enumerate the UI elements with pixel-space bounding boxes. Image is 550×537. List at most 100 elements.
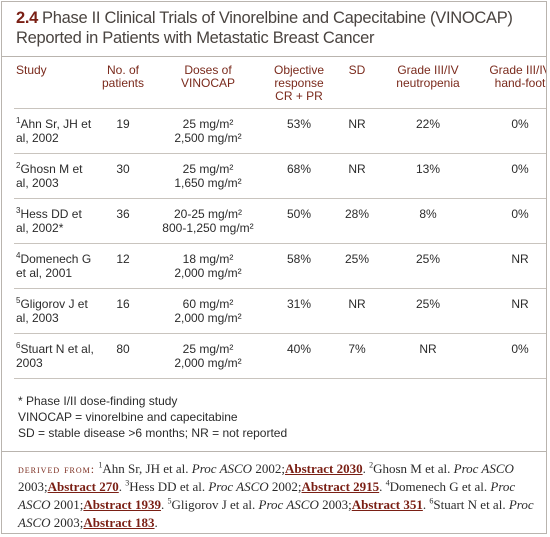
reference-year: 2002; [268, 479, 302, 494]
patients-cell: 30 [96, 153, 150, 199]
reference-number: 2 [369, 460, 374, 470]
sd-cell: 28% [332, 198, 382, 244]
footnote: * Phase I/II dose-finding study [18, 394, 178, 408]
reference-number: 4 [385, 478, 390, 488]
header-line: Grade III/IV [489, 63, 547, 77]
dose: 20-25 mg/m² [173, 207, 243, 221]
dose: 800-1,250 mg/m² [162, 221, 254, 235]
abstract-link[interactable]: Abstract 1939 [83, 497, 162, 512]
hand-foot-cell: 0% [474, 333, 546, 379]
response-cell: 50% [266, 198, 332, 244]
reference-year: 2003; [50, 515, 84, 530]
header-line: Grade III/IV [397, 63, 459, 77]
study-cell: 2Ghosn M et al, 2003 [14, 153, 96, 199]
reference-authors: Stuart N et al. [433, 497, 509, 512]
reference-end: . [362, 461, 370, 476]
reference-end: . [422, 497, 430, 512]
header-line: patients [101, 76, 145, 90]
neutropenia-cell: 22% [382, 108, 474, 154]
derived-from: Derived from: 1Ahn Sr, JH et al. Proc AS… [2, 451, 546, 532]
response-cell: 31% [266, 288, 332, 334]
dose: 2,000 mg/m² [174, 266, 242, 280]
sd-cell: 7% [332, 333, 382, 379]
abstract-link[interactable]: Abstract 183 [83, 515, 155, 530]
hand-foot-cell: 0% [474, 108, 546, 154]
study-cell: 6Stuart N et al, 2003 [14, 333, 96, 379]
dose: 2,000 mg/m² [174, 311, 242, 325]
header-line: response [274, 76, 324, 90]
table-title: Phase II Clinical Trials of Vinorelbine … [16, 9, 513, 47]
reference-end: . [161, 497, 168, 512]
patients-cell: 19 [96, 108, 150, 154]
column-header: Grade III/IV neutropenia [382, 61, 474, 109]
reference-authors: Ahn Sr, JH et al. [102, 461, 192, 476]
abstract-link[interactable]: Abstract 270 [47, 479, 119, 494]
study-name: Hess DD et al, 2002* [16, 207, 82, 235]
header-line: hand-foot [494, 76, 546, 90]
study-name: Ghosn M et al, 2003 [16, 162, 83, 190]
dose: 25 mg/m² [182, 342, 234, 356]
neutropenia-cell: 13% [382, 153, 474, 199]
sd-cell: NR [332, 153, 382, 199]
study-name: Ahn Sr, JH et al, 2002 [16, 117, 92, 145]
study-cell: 3Hess DD et al, 2002* [14, 198, 96, 244]
footnote: VINOCAP = vinorelbine and capecitabine [18, 410, 238, 424]
reference-number: 4 [16, 251, 21, 260]
doses-cell: 25 mg/m² 1,650 mg/m² [150, 153, 266, 199]
reference-journal: Proc ASCO [18, 497, 534, 530]
reference-number: 6 [16, 341, 21, 350]
patients-cell: 36 [96, 198, 150, 244]
neutropenia-cell: 8% [382, 198, 474, 244]
header-line: SD [348, 63, 366, 77]
hand-foot-cell: NR [474, 288, 546, 334]
header-line: Doses of [184, 63, 232, 77]
reference-number: 5 [16, 296, 21, 305]
doses-cell: 60 mg/m² 2,000 mg/m² [150, 288, 266, 334]
reference-year: 2002; [252, 461, 285, 476]
abstract-link[interactable]: Abstract 2915 [301, 479, 380, 494]
hand-foot-cell: NR [474, 243, 546, 289]
reference-authors: Ghosn M et al. [373, 461, 454, 476]
header-line: neutropenia [396, 76, 460, 90]
sd-cell: 25% [332, 243, 382, 289]
dose: 18 mg/m² [182, 252, 234, 266]
footnote: SD = stable disease >6 months; NR = not … [18, 426, 288, 440]
header: 2.4 Phase II Clinical Trials of Vinorelbi… [2, 2, 546, 57]
sd-cell: NR [332, 288, 382, 334]
dose: 1,650 mg/m² [174, 176, 242, 190]
reference-year: 2003; [318, 497, 352, 512]
sd-cell: NR [332, 108, 382, 154]
table-row: 6Stuart N et al, 2003 80 25 mg/m² 2,000 mg/… [14, 333, 546, 379]
dose: 2,000 mg/m² [174, 356, 242, 370]
column-header: Doses of VINOCAP [150, 61, 266, 109]
dose: 2,500 mg/m² [174, 131, 242, 145]
reference-journal: Proc ASCO [208, 479, 269, 494]
reference-number: 2 [16, 161, 21, 170]
neutropenia-cell: NR [382, 333, 474, 379]
reference-year: 2001; [50, 497, 84, 512]
reference-journal: Proc ASCO [18, 479, 516, 512]
study-name: Gligorov J et al, 2003 [16, 297, 88, 325]
dose: 25 mg/m² [182, 162, 234, 176]
reference-authors: Domenech G et al. [389, 479, 491, 494]
derived-label: Derived from: [18, 462, 96, 476]
table-row: 2Ghosn M et al, 2003 30 25 mg/m² 1,650 mg/m… [14, 153, 546, 199]
neutropenia-cell: 25% [382, 288, 474, 334]
doses-cell: 25 mg/m² 2,000 mg/m² [150, 333, 266, 379]
reference-number: 3 [16, 206, 21, 215]
abstract-link[interactable]: Abstract 351 [351, 497, 423, 512]
abstract-link[interactable]: Abstract 2030 [284, 461, 363, 476]
patients-cell: 80 [96, 333, 150, 379]
study-cell: 1Ahn Sr, JH et al, 2002 [14, 108, 96, 154]
response-cell: 68% [266, 153, 332, 199]
table-body: 1Ahn Sr, JH et al, 2002 19 25 mg/m² 2,500 m… [14, 108, 546, 379]
response-cell: 58% [266, 243, 332, 289]
footnotes: * Phase I/II dose-finding study VINOCAP =… [18, 393, 546, 441]
reference-end: . [379, 479, 386, 494]
study-name: Domenech G et al, 2001 [16, 252, 92, 280]
study-name: Stuart N et al, 2003 [16, 342, 94, 370]
response-cell: 53% [266, 108, 332, 154]
patients-cell: 16 [96, 288, 150, 334]
table-row: 3Hess DD et al, 2002* 36 20-25 mg/m² 800-1,… [14, 198, 546, 244]
